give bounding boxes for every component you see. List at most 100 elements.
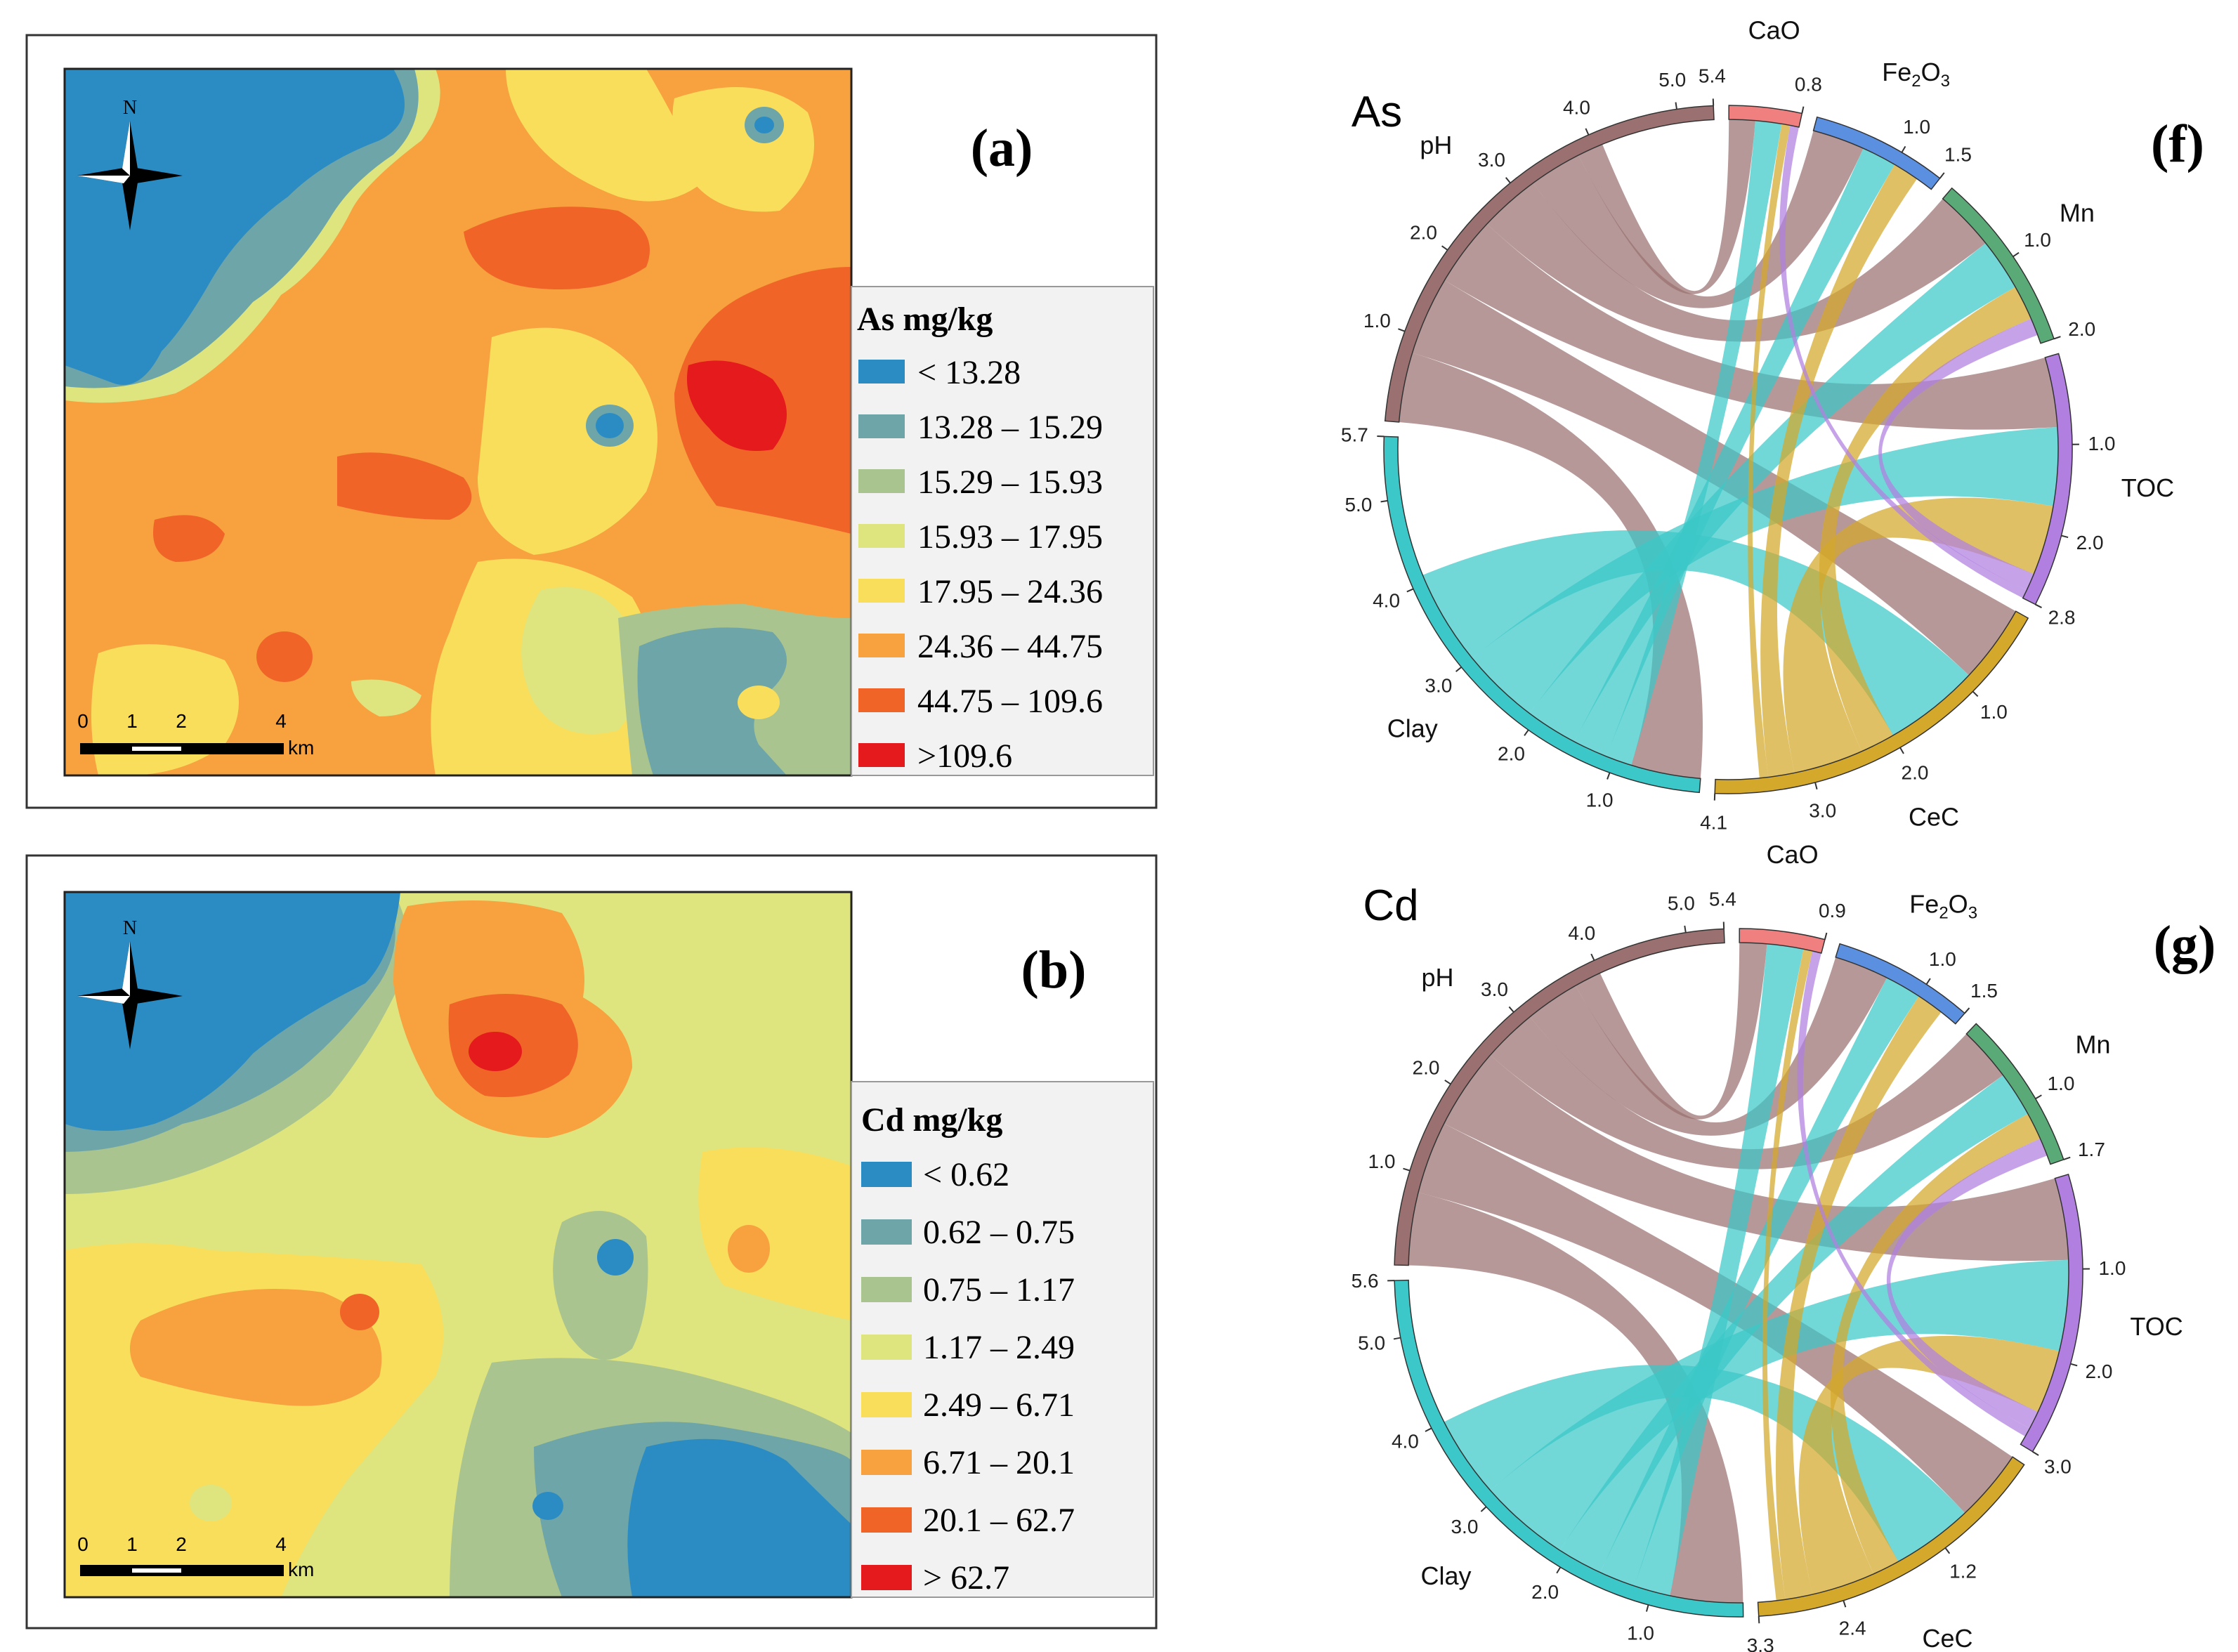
- chord-sector-label: TOC: [2121, 473, 2174, 502]
- legend-class-label: 0.75 – 1.17: [923, 1271, 1075, 1309]
- chord-tick-label: 3.0: [1481, 978, 1508, 1000]
- chord-tick-label: 2.0: [1410, 222, 1437, 244]
- legend-title: Cd mg/kg: [861, 1101, 1002, 1139]
- chord-tick-label: 1.0: [1929, 948, 1956, 970]
- legend-class-label: 24.36 – 44.75: [917, 628, 1103, 665]
- chord-tick-label: 3.0: [2044, 1456, 2072, 1478]
- chord-tick: [1843, 1600, 1847, 1608]
- chord-tick-label: 5.4: [1699, 65, 1726, 86]
- chord-tick: [1425, 1427, 1432, 1432]
- chord-link-clay-mn: [1529, 243, 2016, 742]
- chord-link-clay-fe2o3: [1599, 978, 1919, 1586]
- legend-swatch: [858, 524, 905, 548]
- chord-links: [1408, 943, 2069, 1603]
- legend: Cd mg/kg < 0.62 0.62 – 0.75 0.75 – 1.17 …: [851, 1081, 1154, 1598]
- chord-tick-label: 1.0: [2024, 229, 2051, 251]
- chord-tick: [1925, 978, 1931, 985]
- chord-tick-label: 2.0: [2068, 318, 2095, 340]
- chord-tick: [1585, 128, 1590, 136]
- chord-tick-label: 2.0: [2086, 1361, 2113, 1382]
- chord-sector-mn: [1965, 1023, 2064, 1165]
- north-arrow-icon: N: [77, 917, 183, 1049]
- chord-tick: [1505, 177, 1511, 184]
- legend-class-label: 15.29 – 15.93: [917, 464, 1103, 501]
- chord-tick-label: 4.0: [1392, 1430, 1419, 1452]
- legend-class-label: 2.49 – 6.71: [923, 1386, 1075, 1424]
- chord-tick: [2063, 1156, 2071, 1160]
- scale-unit: km: [288, 737, 314, 759]
- chord-link-cec-fe2o3: [1775, 996, 1942, 1600]
- chord-tick-label: 4.0: [1373, 589, 1400, 611]
- panel-label: (f): [2151, 114, 2204, 173]
- legend-class-label: 20.1 – 62.7: [923, 1502, 1075, 1539]
- chord-tick: [1824, 932, 1828, 940]
- north-arrow-icon: N: [77, 97, 183, 230]
- chord-tick-label: 2.8: [2048, 606, 2076, 628]
- chord-sector-clay: [1383, 435, 1701, 794]
- legend-class-label: 13.28 – 15.29: [917, 409, 1103, 446]
- scale-tick-label: 1: [126, 1533, 138, 1555]
- chord-tick-label: 2.0: [1902, 762, 1929, 784]
- chord-tick-label: 5.4: [1709, 888, 1736, 910]
- chord-link-toc-mn: [1886, 1138, 2048, 1429]
- legend-swatch: [861, 1507, 912, 1533]
- map-panel-a: N 0 1 2 4 km As mg/kg < 13.28 13.28 – 15…: [25, 34, 1158, 809]
- legend-swatch: [858, 360, 905, 383]
- chord-tick-label: 1.0: [2088, 433, 2115, 454]
- chord-tick-label: 2.4: [1839, 1618, 1866, 1639]
- map-panel-b: N 0 1 2 4 km Cd mg/kg < 0.62 0.62 – 0.75: [25, 854, 1158, 1630]
- panel-label: (a): [971, 119, 1033, 178]
- chord-tick-label: 1.0: [1903, 116, 1930, 138]
- chord-tick-label: 4.0: [1568, 922, 1595, 944]
- chord-tick-label: 3.3: [1747, 1634, 1774, 1652]
- chord-sector-label: CaO: [1748, 16, 1800, 45]
- chord-diagram-as: As (f) 0.8 CaO 1.0 1.5 Fe2O3 1.0 2.0 Mn 1.0 2.0 2.…: [1341, 16, 2204, 834]
- chord-tick-label: 1.0: [2048, 1073, 2075, 1094]
- chord-links: [1399, 119, 2059, 779]
- chord-link-cec-cao: [1762, 949, 1813, 1601]
- scale-tick-label: 1: [126, 710, 138, 732]
- chord-tick: [1403, 1167, 1411, 1172]
- chord-tick-label: 1.5: [1944, 144, 1972, 166]
- scale-tick-label: 0: [77, 1533, 89, 1555]
- chord-link-clay-toc: [1490, 1259, 2069, 1551]
- chord-tick: [1972, 690, 1979, 697]
- scale-tick-label: 2: [176, 710, 187, 732]
- chord-tick-label: 3.0: [1478, 149, 1505, 171]
- scale-tick-label: 4: [275, 1533, 287, 1555]
- chord-link-ph-mn: [1490, 1016, 2003, 1169]
- chord-link-ph-cao: [1578, 119, 1755, 294]
- chord-tick-label: 5.0: [1668, 892, 1695, 914]
- legend: As mg/kg < 13.28 13.28 – 15.29 15.29 – 1…: [851, 286, 1154, 776]
- chord-tick: [2032, 1450, 2039, 1456]
- chord-link-cec-cao: [1748, 124, 1791, 778]
- chord-tick-label: 4.0: [1563, 97, 1590, 119]
- chord-tick-label: 3.0: [1809, 800, 1836, 822]
- chord-link-cec-toc: [1783, 497, 2054, 773]
- legend-class-label: 44.75 – 109.6: [917, 683, 1103, 720]
- legend-swatch: [861, 1162, 912, 1187]
- legend-class-label: > 62.7: [923, 1559, 1009, 1597]
- chord-tick-label: 5.7: [1341, 424, 1368, 446]
- chord-diagram-cd: Cd (g) 0.9CaO1.01.5Fe2O31.01.7Mn1.02.03.…: [1352, 840, 2216, 1652]
- chord-tick-label: 1.2: [1949, 1560, 1977, 1582]
- chord-sector-label: Clay: [1387, 714, 1438, 743]
- legend-swatch: [858, 414, 905, 438]
- chord-sector-label: CaO: [1767, 840, 1819, 869]
- legend-class-label: 15.93 – 17.95: [917, 518, 1103, 556]
- legend-swatch: [858, 688, 905, 712]
- chord-tick-label: 0.8: [1795, 73, 1822, 95]
- chord-link-ph-toc: [1444, 223, 2057, 430]
- chord-sector-label: Clay: [1421, 1561, 1472, 1590]
- panel-label: (b): [1021, 940, 1087, 999]
- chord-tick: [1801, 106, 1805, 114]
- chord-tick-label: 2.0: [1531, 1581, 1559, 1603]
- chord-tick: [1901, 145, 1906, 153]
- panel-label: (g): [2154, 915, 2216, 974]
- chord-link-ph-cao: [1575, 943, 1767, 1120]
- chord-link-cec-toc: [1798, 1335, 2060, 1595]
- legend-class-label: 6.71 – 20.1: [923, 1444, 1075, 1481]
- chord-tick-label: 5.0: [1344, 494, 1372, 516]
- legend-swatch: [858, 579, 905, 603]
- legend-class-label: < 0.62: [923, 1156, 1009, 1193]
